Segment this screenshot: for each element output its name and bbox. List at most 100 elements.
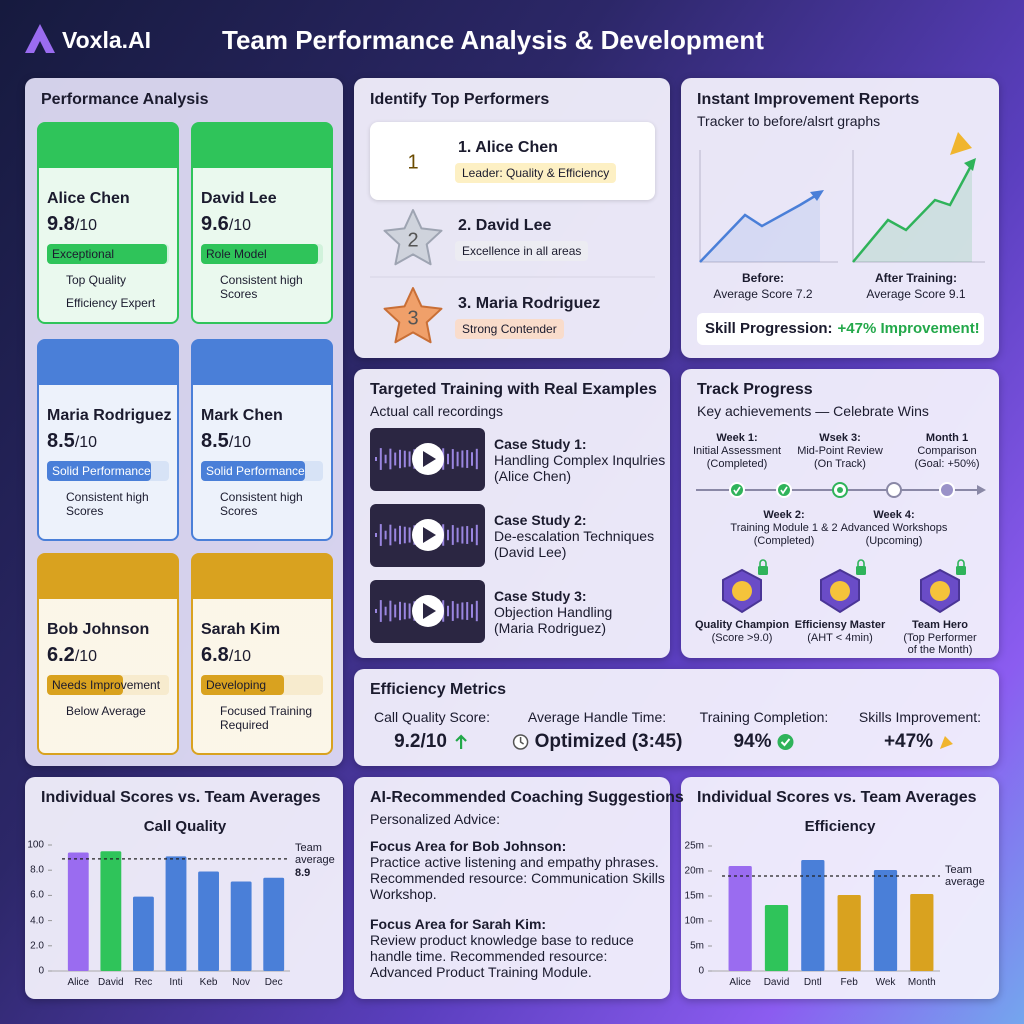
panel-title: Targeted Training with Real Examples [370, 381, 657, 398]
metric-label: Call Quality Score: [374, 709, 490, 725]
logo-icon [25, 24, 55, 53]
badge-text: Efficiency Expert [66, 296, 156, 310]
level-label: Needs Improvement [52, 678, 161, 692]
team-average-label: Team average [945, 864, 985, 888]
metric-label: Skills Improvement: [858, 709, 982, 725]
score-value: 8.5 [201, 430, 229, 452]
x-tick-label: David [98, 977, 124, 988]
milestone-line: Training Module 1 & 2 [730, 522, 838, 534]
metric-value: Optimized (3:45) [534, 731, 683, 752]
y-tick-label: 0 [698, 965, 704, 977]
x-tick-label: Dntl [803, 977, 822, 988]
metric-icon [512, 734, 529, 750]
milestone-title: Week 2: [763, 509, 805, 521]
coaching-line: Practice active listening and empathy ph… [370, 854, 659, 870]
profile-card [191, 122, 333, 324]
lock-icon [856, 566, 866, 575]
chart-title: Call Quality [143, 818, 227, 835]
card-name: Alice Chen [47, 190, 130, 207]
up-arrow [455, 734, 467, 749]
bar [100, 851, 122, 971]
after-caption: Average Score 9.1 [866, 287, 966, 301]
milestone-dot [939, 482, 955, 498]
level-bar [47, 461, 151, 481]
card-name: Sarah Kim [201, 621, 281, 638]
metric-icon [940, 736, 954, 749]
timeline-arrow [977, 485, 986, 495]
card-score: 9.8/10 [47, 213, 97, 236]
badge-title: Quality Champion [694, 619, 790, 631]
progression-box [697, 313, 984, 345]
panel-improvement [681, 78, 999, 358]
panel-title: Individual Scores vs. Team Averages [41, 789, 321, 806]
coaching-line: Advanced Product Training Module. [370, 964, 592, 980]
x-tick-label: Nov [232, 977, 251, 988]
panel-title: AI-Recommended Coaching Suggestions [370, 789, 684, 806]
bar [837, 895, 861, 971]
subtitle: Tracker to before/alsrt graphs [697, 113, 881, 129]
performer-tag: Excellence in all areas [455, 241, 589, 261]
milestone-dot [776, 482, 792, 498]
clock-hands [519, 737, 525, 745]
trend-line [699, 191, 821, 263]
rank-star [383, 209, 443, 266]
lock-shackle [957, 559, 965, 566]
before-label: Before: [741, 271, 785, 285]
badge-line: of the Month) [907, 644, 973, 656]
y-tick-label: 15m [684, 890, 704, 902]
progression-label: Skill Progression: [705, 320, 833, 337]
badge-medal [830, 581, 850, 601]
level-label: Solid Performance [52, 464, 151, 478]
bar [67, 852, 89, 971]
x-tick-label: Feb [840, 977, 858, 988]
score-value: 6.2 [47, 644, 75, 666]
milestone-line: (Goal: +50%) [914, 458, 980, 470]
case-title: Case Study 1: [494, 436, 587, 452]
y-tick-label: 5m [690, 940, 704, 952]
case-line: Handling Complex Inqulries [494, 452, 666, 468]
score-out-of: /10 [74, 217, 98, 234]
profile-card [191, 339, 333, 541]
performer-tag: Strong Contender [455, 319, 564, 339]
x-tick-label: Dec [264, 977, 283, 988]
play-icon [423, 603, 436, 619]
trend-line [852, 163, 974, 263]
team-average-label: Team average [295, 841, 335, 866]
y-tick-label: 10m [684, 915, 704, 927]
profile-card [191, 553, 333, 755]
card-name: David Lee [201, 190, 277, 207]
bar [133, 896, 154, 971]
panel-coaching [354, 777, 670, 999]
rank-number: 2 [407, 229, 419, 252]
score-out-of: /10 [74, 648, 98, 665]
metric: 94% [733, 731, 794, 753]
metric-value: 94% [733, 731, 772, 752]
panel-title: Instant Improvement Reports [697, 91, 920, 108]
x-tick-label: Month [907, 977, 936, 988]
party-cone [950, 132, 972, 155]
y-tick-label: 20m [684, 865, 704, 877]
play-icon [423, 527, 436, 543]
bar [910, 894, 934, 971]
badge-text: Consistent high Scores [66, 490, 149, 518]
score-value: 6.8 [201, 644, 229, 666]
level-label: Developing [206, 678, 267, 692]
badge-medal [732, 581, 752, 601]
badge-medal [930, 581, 950, 601]
card-score: 8.5/10 [47, 430, 97, 453]
lock-icon [758, 566, 768, 575]
coaching-line: Review product knowledge base to reduce [370, 932, 634, 948]
case-line: De-escalation Techniques [494, 528, 655, 544]
panel-title: Performance Analysis [41, 91, 209, 108]
score-value: 9.6 [201, 213, 229, 235]
profile-card [37, 553, 179, 755]
logo-text: Voxla.AI [62, 27, 152, 53]
subtitle: Actual call recordings [370, 403, 504, 419]
y-tick-label: 2.0 [30, 940, 44, 952]
milestone-title: Week 4: [873, 509, 915, 521]
panel-title: Identify Top Performers [370, 91, 550, 108]
score-out-of: /10 [74, 434, 98, 451]
performer-tag: Leader: Quality & Efficiency [455, 163, 617, 183]
performer-name: 2. David Lee [458, 217, 552, 234]
metric-label: Average Handle Time: [527, 709, 667, 725]
